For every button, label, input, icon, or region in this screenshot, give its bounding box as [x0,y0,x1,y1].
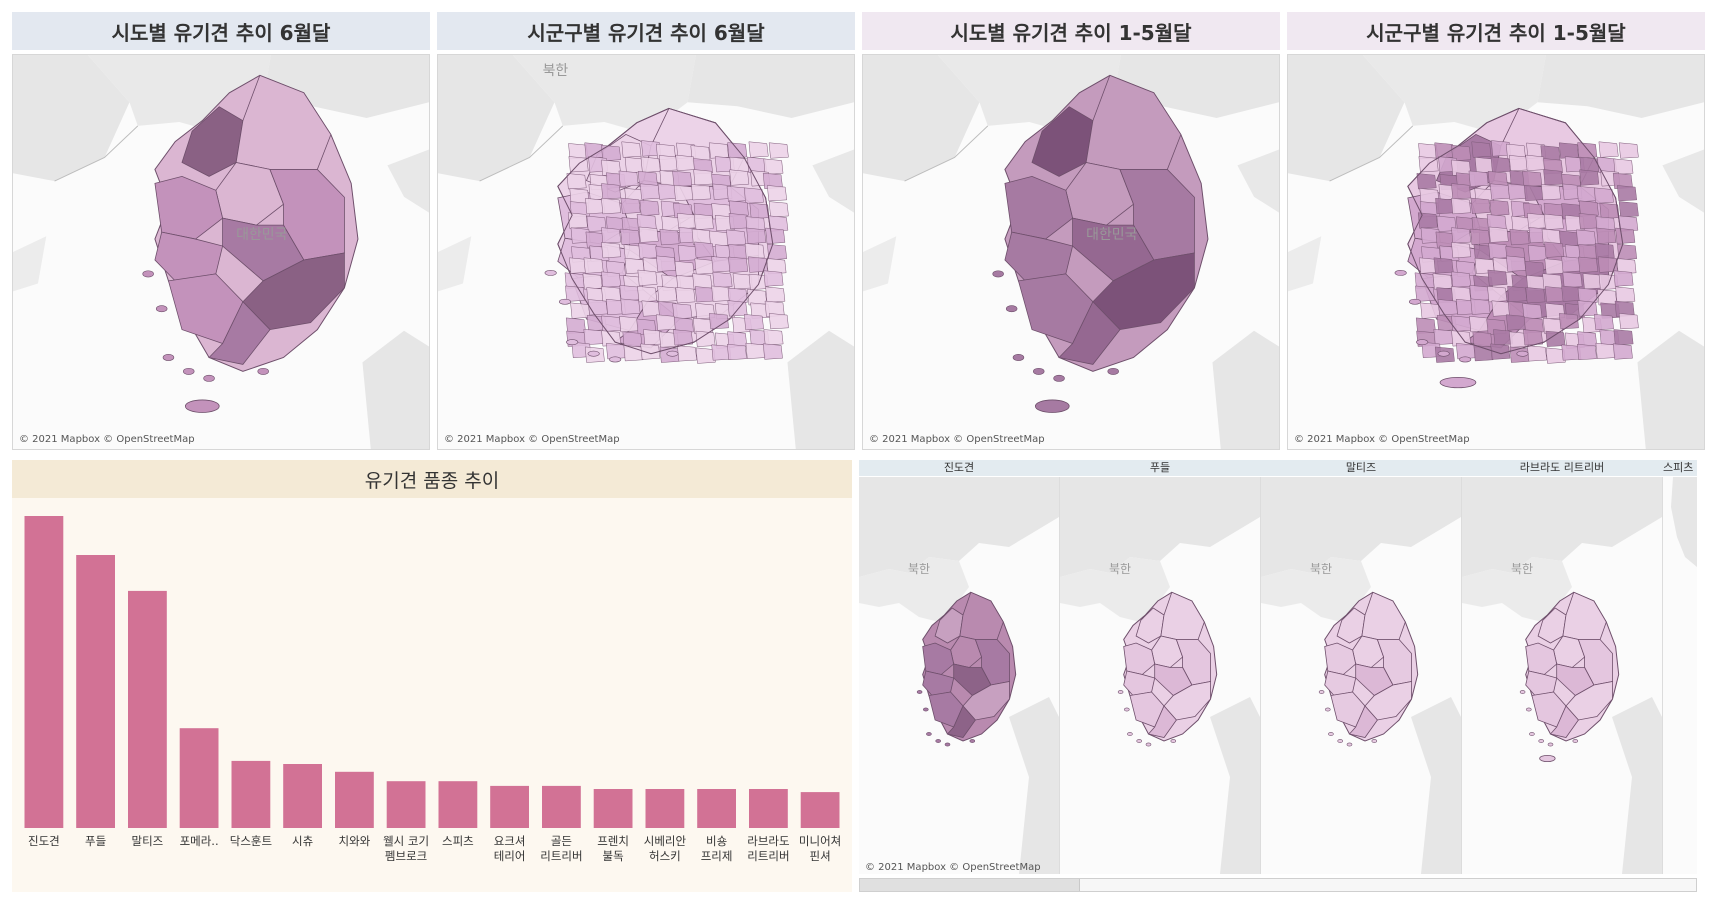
map-panel-sigungu-june: 시군구별 유기견 추이 6월달 북한 © 2021 Mapbox © OpenS… [437,12,855,450]
map-canvas[interactable]: 대한민국 © 2021 Mapbox © OpenStreetMap [12,54,430,450]
map-attribution[interactable]: © 2021 Mapbox © OpenStreetMap [1294,434,1470,445]
category-label: 말티즈 [132,834,164,848]
map-attribution[interactable]: © 2021 Mapbox © OpenStreetMap [19,434,195,445]
breed-chart-area[interactable]: 진도견 푸들 말티즈 포메라.. 닥스훈트 시츄 치와와 웰시 코기 펨브로크 스피츠 요크셔 테리어… [12,498,852,892]
category-label: 펨브로크 [385,849,427,863]
column-label-labrador: 라브라도 리트리버 [1519,461,1605,474]
category-label: 푸들 [85,834,106,848]
bar-8 [438,781,478,828]
category-label: 미니어쳐 [799,834,841,848]
category-label: 비숑 [706,834,727,848]
category-label: 허스키 [649,849,681,863]
country-label: 대한민국 [1086,227,1137,243]
category-label: 핀셔 [810,849,831,863]
scrollbar-thumb[interactable] [860,879,1080,891]
choropleth-map[interactable]: 대한민국 [863,55,1279,449]
country-label: 대한민국 [236,227,287,243]
breed-map-small-multiples: 진도견 푸들 말티즈 라브라도 리트리버 스피츠 북한 북한 북한 북한 © 2… [859,460,1697,892]
horizontal-scrollbar[interactable] [859,878,1697,892]
map-canvas[interactable]: 북한 © 2021 Mapbox © OpenStreetMap [437,54,855,450]
column-label-jindo: 진도견 [943,461,975,474]
bar-11 [593,789,633,828]
small-choropleth-partial[interactable] [1663,477,1697,874]
map-attribution[interactable]: © 2021 Mapbox © OpenStreetMap [444,434,620,445]
small-choropleth[interactable]: 북한 [1462,477,1662,874]
bar-12 [645,789,685,828]
category-label: 스피츠 [442,834,474,848]
small-map-poodle[interactable]: 북한 [1060,477,1261,874]
category-label: 닥스훈트 [230,834,272,848]
choropleth-map[interactable]: 대한민국 [13,55,429,449]
category-label: 시베리안 [644,834,687,848]
country-label: 북한 [543,63,569,79]
bar-10 [542,785,581,828]
bar-4 [231,760,271,828]
category-label: 리트리버 [747,849,789,863]
map-canvas[interactable]: 대한민국 © 2021 Mapbox © OpenStreetMap [862,54,1280,450]
country-label: 북한 [1511,562,1533,576]
category-label: 라브라도 [747,834,789,848]
category-label: 테리어 [494,849,526,863]
country-label: 북한 [1109,562,1131,576]
bar-15 [800,792,840,828]
category-label: 치와와 [339,834,371,848]
category-label: 진도견 [28,834,60,848]
category-label: 포메라.. [180,834,219,848]
choropleth-map[interactable] [1288,55,1704,449]
map-title: 시도별 유기견 추이 6월달 [12,12,430,50]
bar-9 [490,785,529,828]
column-label-spitz: 스피츠 [1663,461,1694,474]
bar-14 [749,789,788,828]
country-label: 북한 [908,562,930,576]
category-label: 요크셔 [494,834,526,848]
column-label-maltese: 말티즈 [1345,461,1377,474]
small-choropleth[interactable]: 북한 [1060,477,1260,874]
category-label: 프렌치 [597,834,629,848]
small-choropleth[interactable]: 북한 [1261,477,1461,874]
map-attribution[interactable]: © 2021 Mapbox © OpenStreetMap [869,434,1045,445]
map-title: 시군구별 유기견 추이 1-5월달 [1287,12,1705,50]
category-label: 프리제 [701,849,733,863]
category-label: 웰시 코기 [383,834,429,848]
small-multiples-attribution[interactable]: © 2021 Mapbox © OpenStreetMap [865,862,1041,873]
column-label-poodle: 푸들 [1149,461,1171,474]
category-label: 리트리버 [540,849,582,863]
bar-2 [128,590,167,828]
map-title: 시도별 유기견 추이 1-5월달 [862,12,1280,50]
category-label: 시츄 [292,834,313,848]
choropleth-map[interactable]: 북한 [438,55,854,449]
small-multiples-header: 진도견 푸들 말티즈 라브라도 리트리버 스피츠 [859,460,1697,476]
small-map-maltese[interactable]: 북한 [1261,477,1462,874]
breed-chart-title: 유기견 품종 추이 [12,460,852,498]
category-label: 골든 [551,834,572,848]
small-map-jindo[interactable]: 북한 [859,477,1060,874]
bar-0 [24,516,64,828]
bar-13 [697,789,736,828]
breed-chart-panel: 유기견 품종 추이 진도견 푸들 말티즈 포메라.. 닥스훈트 시츄 치와와 웰시 코기 펨브로… [12,460,852,892]
map-canvas[interactable]: © 2021 Mapbox © OpenStreetMap [1287,54,1705,450]
map-panel-sigungu-jan-may: 시군구별 유기견 추이 1-5월달 © 2021 Mapbox © OpenSt… [1287,12,1705,450]
map-panel-sido-jan-may: 시도별 유기견 추이 1-5월달 대한민국 © 2021 Mapbox © Op… [862,12,1280,450]
bar-7 [386,781,426,828]
bar-6 [335,771,374,828]
small-map-spitz-partial[interactable] [1663,477,1697,874]
small-choropleth[interactable]: 북한 [859,477,1059,874]
bar-5 [283,764,322,828]
map-title: 시군구별 유기견 추이 6월달 [437,12,855,50]
country-label: 북한 [1310,562,1332,576]
bar-3 [179,728,219,828]
small-map-labrador[interactable]: 북한 [1462,477,1663,874]
bar-1 [76,555,115,828]
map-panel-sido-june: 시도별 유기견 추이 6월달 대한민국 © 2021 Mapbox © Open… [12,12,430,450]
category-label: 불독 [603,849,624,863]
